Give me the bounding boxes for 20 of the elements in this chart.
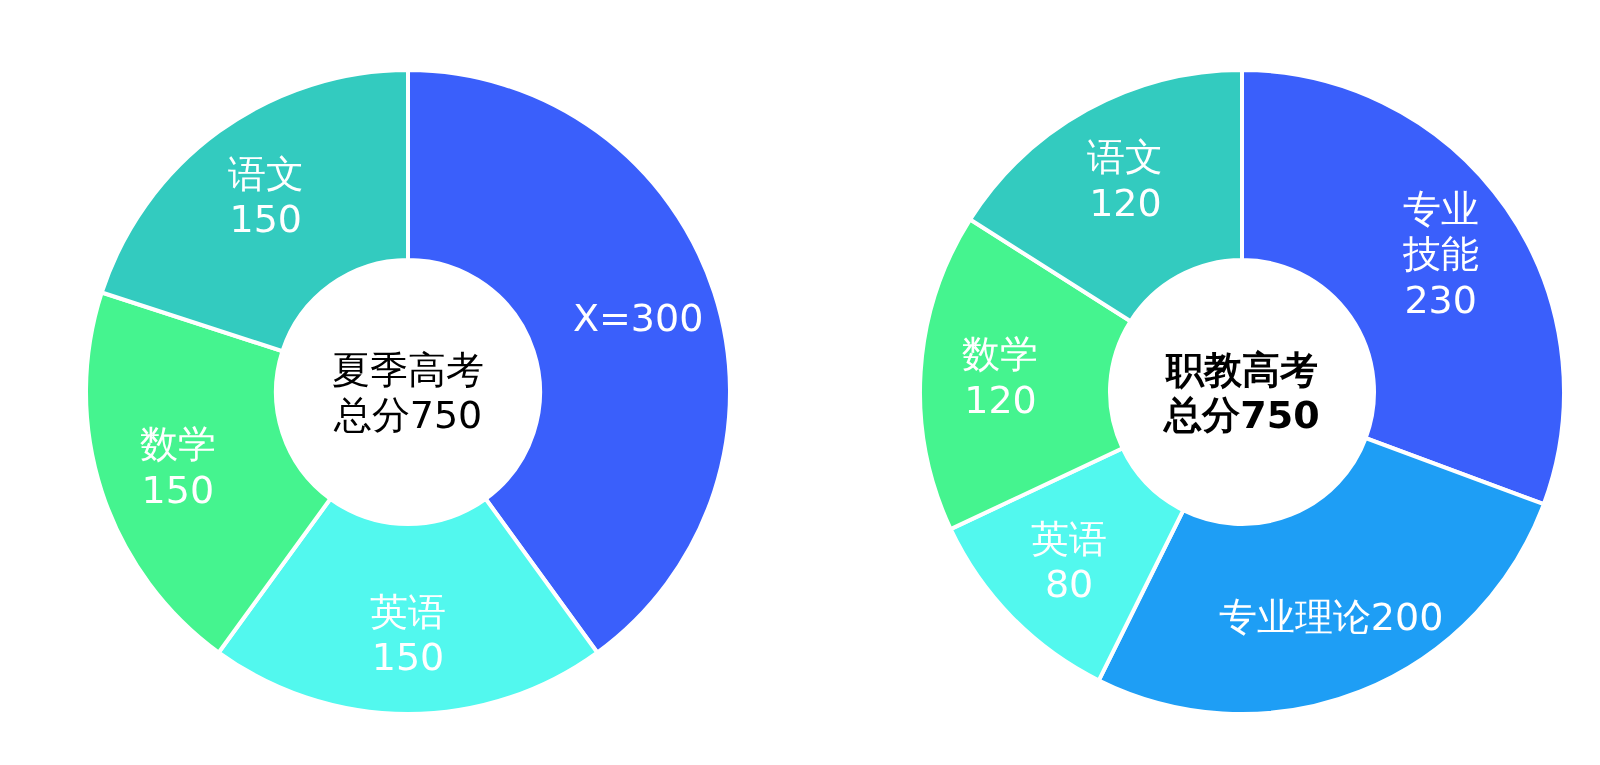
slice-label: 英语 [370,589,446,634]
slice-label: 数学 [139,422,216,467]
data-label: 230 [1404,277,1477,322]
data-label: 300 [630,295,704,340]
data-label: 200 [1370,595,1444,640]
data-label: 150 [371,635,445,680]
slice-label: 英语 [1031,516,1108,561]
data-label: 80 [1044,562,1094,607]
data-label: 150 [141,467,215,512]
text: 夏季高考总分750 [332,347,484,438]
data-label: 150 [229,197,303,242]
slice-label: 语文 [1087,135,1164,180]
slice-label: X= [572,295,631,340]
slice-label: 数学 [962,332,1039,377]
slice-label: 专业技能 [1401,186,1479,277]
slice-label: 语文 [227,151,304,196]
data-label: 120 [1089,181,1162,226]
data-label: 120 [964,377,1037,422]
slice-label: 专业理论 [1218,595,1371,640]
text: 职教高考总分750 [1162,347,1320,438]
